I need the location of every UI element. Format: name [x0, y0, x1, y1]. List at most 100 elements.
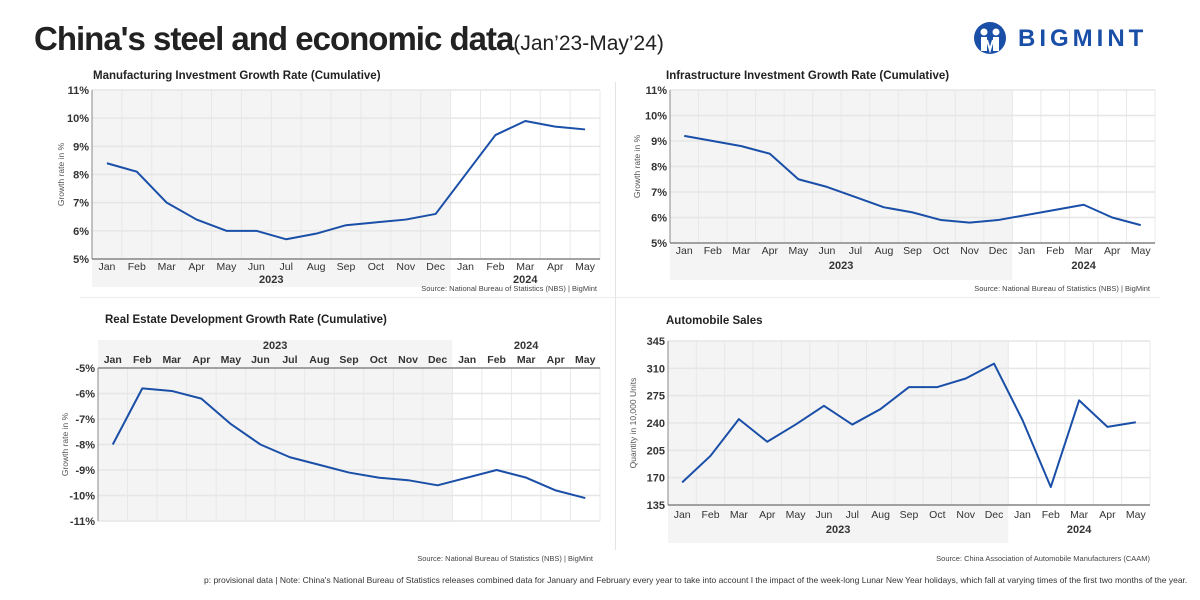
x-tick-label: Jul [846, 509, 859, 521]
x-tick-label: Jun [248, 261, 265, 273]
x-tick-label: Apr [1104, 245, 1121, 257]
x-tick-label: Apr [1099, 509, 1116, 521]
chart-title: Manufacturing Investment Growth Rate (Cu… [93, 70, 381, 82]
x-tick-label: Jan [1018, 245, 1035, 257]
chart-source: Source: National Bureau of Statistics (N… [421, 284, 598, 293]
x-tick-label: May [575, 354, 596, 366]
divider-horizontal [80, 297, 1160, 298]
chart-title: Automobile Sales [666, 315, 763, 327]
x-tick-label: Feb [1046, 245, 1064, 257]
y-tick-label: 10% [645, 111, 667, 123]
page-title: China's steel and economic data(Jan’23-M… [34, 20, 664, 58]
bigmint-logo-icon [974, 22, 1006, 54]
x-tick-label: Feb [128, 261, 146, 273]
x-tick-label: Apr [547, 354, 565, 366]
chart-source: Source: China Association of Automobile … [936, 554, 1150, 563]
x-tick-label: Dec [985, 509, 1004, 521]
x-tick-label: Dec [426, 261, 445, 273]
chart-source: Source: National Bureau of Statistics (N… [417, 554, 594, 563]
x-tick-label: Mar [1070, 509, 1089, 521]
x-tick-label: Mar [162, 354, 181, 366]
divider-vertical [615, 82, 616, 550]
x-tick-label: Oct [929, 509, 945, 521]
x-tick-label: Feb [704, 245, 722, 257]
x-tick-label: Apr [192, 354, 210, 366]
x-tick-label: May [575, 261, 596, 273]
footnote: p: provisional data | Note: China's Nati… [204, 575, 1188, 585]
y-axis-label: Quantity in 10,000 Units [628, 378, 638, 469]
x-tick-label: May [788, 245, 809, 257]
x-tick-label: Aug [875, 245, 894, 257]
x-tick-label: Sep [900, 509, 919, 521]
series-line [111, 387, 586, 500]
y-tick-label: 6% [73, 226, 89, 238]
y-tick-label: 5% [73, 254, 89, 266]
chart-source: Source: National Bureau of Statistics (N… [974, 284, 1151, 293]
x-tick-label: Feb [701, 509, 719, 521]
year-label-2023: 2023 [259, 274, 283, 286]
x-tick-label: Jan [458, 354, 476, 366]
x-tick-label: Aug [309, 354, 329, 366]
year-label-2024: 2024 [513, 274, 538, 286]
logo-wordmark: BIGMINT [1018, 25, 1148, 52]
x-tick-label: Mar [516, 261, 535, 273]
x-tick-label: Feb [487, 354, 506, 366]
x-tick-label: May [1126, 509, 1147, 521]
y-tick-label: 8% [651, 162, 667, 174]
x-tick-label: Nov [960, 245, 979, 257]
x-tick-label: Jul [849, 245, 862, 257]
y-tick-label: -6% [75, 389, 95, 401]
x-tick-label: Mar [1075, 245, 1094, 257]
x-tick-label: Oct [370, 354, 388, 366]
y-tick-label: 6% [651, 213, 667, 225]
x-tick-label: Apr [188, 261, 205, 273]
x-tick-label: Dec [989, 245, 1008, 257]
year-label-2023: 2023 [829, 260, 853, 272]
x-tick-label: Jun [251, 354, 270, 366]
y-tick-label: 205 [647, 445, 665, 457]
y-tick-label: -10% [69, 491, 95, 503]
x-tick-label: Sep [903, 245, 922, 257]
title-text: China's steel and economic data [34, 20, 514, 57]
bigmint-logo: BIGMINT [972, 22, 1147, 56]
year-label-2024: 2024 [1071, 260, 1096, 272]
x-tick-label: Jun [818, 245, 835, 257]
x-tick-label: Jun [815, 509, 832, 521]
chart-4: 135 170 205 240 275 310 345 Jan Feb Mar Apr May Jun J… [628, 315, 1151, 563]
year-label-2023: 2023 [263, 340, 287, 352]
y-tick-label: 11% [68, 85, 90, 97]
chart-3: -11% -10% -9% -8% -7% -6% -5% Jan Feb Mar Apr May Ju… [60, 314, 601, 563]
x-tick-label: May [1131, 245, 1152, 257]
year-label-2024: 2024 [514, 340, 539, 352]
x-tick-label: Jan [676, 245, 693, 257]
y-tick-label: 9% [651, 136, 667, 148]
y-tick-label: 170 [647, 473, 665, 485]
x-tick-label: May [786, 509, 807, 521]
x-tick-label: Apr [759, 509, 776, 521]
x-tick-label: Jul [282, 354, 297, 366]
title-date-range: (Jan’23-May’24) [513, 32, 664, 55]
y-tick-label: 345 [647, 336, 665, 348]
y-tick-label: 10% [67, 113, 89, 125]
x-tick-label: Nov [956, 509, 975, 521]
y-tick-label: -5% [75, 363, 95, 375]
x-tick-label: Aug [307, 261, 326, 273]
year-label-2023: 2023 [826, 524, 850, 536]
y-axis-label: Growth rate in % [632, 134, 642, 198]
x-tick-label: Nov [396, 261, 415, 273]
x-tick-label: Apr [547, 261, 564, 273]
y-tick-label: 9% [73, 141, 89, 153]
series-line [106, 119, 586, 241]
y-tick-label: -8% [75, 440, 95, 452]
y-tick-label: 135 [647, 500, 665, 512]
x-tick-label: Jul [280, 261, 293, 273]
series-line [684, 134, 1141, 227]
y-tick-label: 5% [651, 238, 667, 250]
y-tick-label: 11% [646, 85, 668, 97]
y-axis-label: Growth rate in % [60, 412, 70, 476]
x-tick-label: Feb [486, 261, 504, 273]
y-tick-label: 7% [651, 187, 667, 199]
x-tick-label: Jan [104, 354, 122, 366]
x-tick-label: Jan [1014, 509, 1031, 521]
